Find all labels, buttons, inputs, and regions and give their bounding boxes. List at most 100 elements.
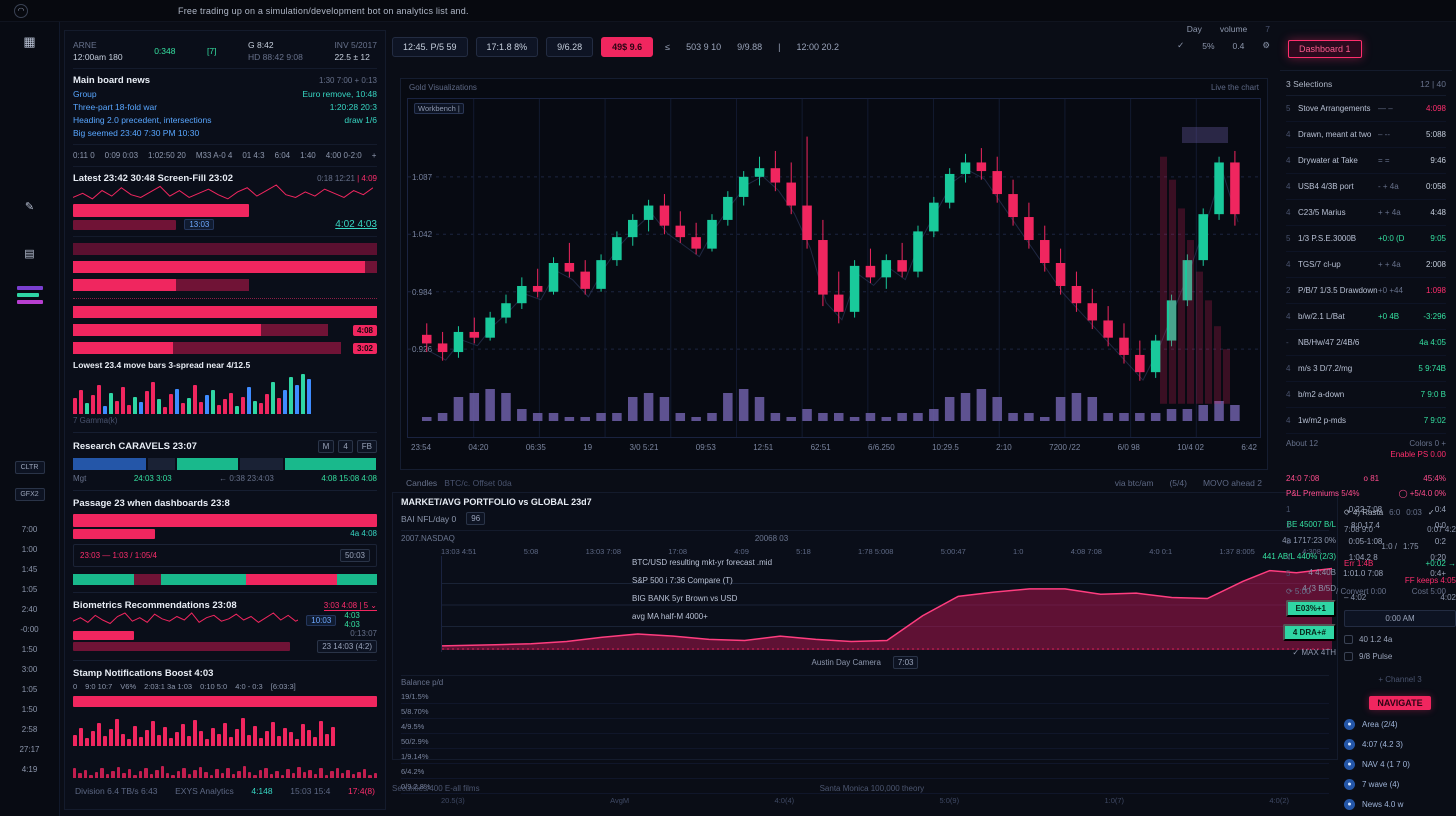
news-right-link[interactable]: 1:20:28 20:3	[329, 102, 377, 112]
balance-row[interactable]: 1/9.14%	[401, 749, 1329, 764]
portfolio-chip[interactable]: 96	[466, 512, 486, 525]
watchlist-row[interactable]: 4 C23/5 Marius + + 4a 4:48	[1286, 200, 1446, 226]
hist-bar	[145, 730, 149, 746]
range-7[interactable]: 7	[1265, 24, 1270, 34]
stamp-meta: 9:0 10:7	[85, 682, 113, 691]
watchlist-row[interactable]: 4 TGS/7 cl-up + + 4a 2:008	[1286, 252, 1446, 278]
nav-item[interactable]: ● Area (2/4)	[1344, 719, 1456, 730]
row-mid: + + 4a	[1378, 260, 1401, 269]
social-icon[interactable]: FB	[356, 440, 377, 453]
range-day[interactable]: Day	[1186, 24, 1202, 34]
watchlist-row[interactable]: 4 b/m2 a-down 7 9:0 B	[1286, 382, 1446, 408]
watchlist-row[interactable]: 4 1w/m2 p-mds 7 9:02	[1286, 408, 1446, 434]
watchlist-foot-1[interactable]: About 12	[1286, 439, 1319, 448]
time-input[interactable]: 0:00 AM	[1344, 610, 1456, 627]
footer-move[interactable]: MOVO ahead 2	[1202, 478, 1262, 488]
gear-icon[interactable]: ⚙	[1262, 40, 1270, 50]
passage-right-link[interactable]: 4a 4:08	[350, 528, 377, 538]
dashboard-button[interactable]: Dashboard 1	[1288, 40, 1362, 58]
navigate-badge[interactable]: NAVIGATE	[1369, 696, 1431, 710]
pnl-numbered-row[interactable]: 1 8:0 17.4 0:0	[1286, 521, 1446, 530]
rail-badge-2[interactable]: GFX2	[14, 488, 45, 501]
portfolio-index: 2007.NASDAQ	[401, 534, 455, 543]
nav-item[interactable]: ● News 4.0 w	[1344, 799, 1456, 810]
teal-button-1[interactable]: E03%+1	[1285, 600, 1336, 617]
live-label[interactable]: Live the chart	[1210, 83, 1259, 92]
max-check[interactable]: ✓ MAX 4TH	[1292, 648, 1336, 657]
toolbar-plain-1[interactable]: 503 9 10	[686, 42, 722, 52]
rail-badge-1[interactable]: CLTR	[14, 461, 45, 474]
balance-row[interactable]: 19/1.5%	[401, 689, 1329, 704]
hist-bar	[330, 771, 334, 778]
latest-right-link[interactable]: 4:02 4:03	[335, 219, 377, 230]
footer-candles[interactable]: Candles	[406, 478, 438, 488]
balance-row[interactable]: 0/9.2.8%	[401, 779, 1329, 794]
range-volume[interactable]: volume	[1219, 24, 1248, 34]
app-logo-icon[interactable]: ◠	[14, 3, 28, 18]
news-link[interactable]: Group	[73, 89, 97, 99]
toolbar-plain-3[interactable]: 12:00 20.2	[796, 42, 840, 52]
check-icon[interactable]: ✓	[1177, 40, 1185, 50]
news-link[interactable]: Three-part 18-fold war	[73, 102, 158, 112]
passage-detail-box[interactable]: 23:03 — 1:03 / 1:05/4 50:03	[73, 544, 377, 567]
news-right-link[interactable]: draw 1/6	[344, 115, 377, 125]
toolbar-button-3[interactable]: 9/6.28	[546, 37, 594, 57]
social-icon[interactable]: 4	[338, 440, 353, 453]
nav-item[interactable]: ● 4:07 (4.2 3)	[1344, 739, 1456, 750]
watchlist-row[interactable]: 4 b/w/2.1 L/Bat +0 4B -3:296	[1286, 304, 1446, 330]
checkbox-icon[interactable]	[1344, 652, 1353, 661]
news-link[interactable]: Big seemed 23:40 7:30 PM 10:30	[73, 128, 200, 138]
balance-row[interactable]: 5/8.70%	[401, 704, 1329, 719]
nav-item[interactable]: ● NAV 4 (1 7 0)	[1344, 759, 1456, 770]
enable-ps-link[interactable]: Enable PS 0.00	[1390, 450, 1446, 459]
checkbox-row-1[interactable]: 40 1.2 4a	[1344, 635, 1456, 644]
toolbar-arrow[interactable]: ≤	[665, 42, 671, 52]
checkbox-icon[interactable]	[1344, 635, 1353, 644]
legend-chip[interactable]: 7:03	[892, 656, 919, 669]
toolbar-button-1[interactable]: 12:45. P/5 59	[392, 37, 468, 57]
pnl-refresh[interactable]: ⟳ 5:00	[1286, 587, 1311, 596]
watchlist-foot-2[interactable]: Colors 0 +	[1409, 439, 1446, 448]
br-header[interactable]: ⟳ 4) Rasta	[1344, 508, 1384, 517]
candlestick-plot[interactable]: Workbench | 1.087 1.042 0.984 0.926	[407, 98, 1262, 438]
social-icon[interactable]: M	[317, 440, 335, 453]
watchlist-row[interactable]: 4 m/s 3 D/7.2/mg 5 9:74B	[1286, 356, 1446, 382]
balance-row[interactable]: 50/2.9%	[401, 734, 1329, 749]
channel-link[interactable]: + Channel 3	[1378, 675, 1422, 684]
chart-icon[interactable]: ▤	[24, 248, 35, 260]
footer-via[interactable]: via btc/am	[1114, 478, 1154, 488]
footer-item-teal[interactable]: 4:148	[251, 786, 273, 796]
pnl-numbered-row[interactable]: 5 1:01.0 7:08 0:4+	[1286, 569, 1446, 578]
bio-meta[interactable]: 3:03 4:08 | 5 ⌄	[323, 600, 377, 611]
watchlist-row[interactable]: 5 1/3 P.S.E.3000B +0:0 (D 9:05	[1286, 226, 1446, 252]
balance-row[interactable]: 6/4.2%	[401, 764, 1329, 779]
pnl-numbered-row[interactable]: 1 0:22 7:08 0:4	[1286, 505, 1446, 514]
toolbar-plain-2[interactable]: 9/9.88	[737, 42, 763, 52]
teal-button-2[interactable]: 4 DRA+#	[1282, 624, 1336, 641]
nav-item[interactable]: ● 7 wave (4)	[1344, 779, 1456, 790]
footer-interval[interactable]: (5/4)	[1169, 478, 1187, 488]
pnl-numbered-row[interactable]: 4 1:04.2 8 0:20	[1286, 553, 1446, 562]
bio-chip[interactable]: 23 14:03 (4:2)	[317, 640, 377, 653]
watchlist-row[interactable]: 4 Drawn, meant at two – -- 5:088	[1286, 122, 1446, 148]
grid-logo-icon[interactable]: ▦	[23, 34, 36, 49]
toolbar-button-2[interactable]: 17:1.8 8%	[475, 37, 539, 57]
watchlist-row[interactable]: 2 P/B/7 1/3.5 Drawdown +0 +44 1:098	[1286, 278, 1446, 304]
toolbar-button-active[interactable]: 49$ 9.6	[601, 37, 654, 57]
hist-bar	[235, 729, 239, 746]
news-link[interactable]: Heading 2.0 precedent, intersections	[73, 115, 212, 125]
row-name: Stove Arrangements	[1298, 104, 1371, 113]
pnl-convert[interactable]: / Convert 0:00	[1336, 587, 1387, 596]
watchlist-row[interactable]: - NB/Hw/47 2/4B/6 4a 4:05	[1286, 330, 1446, 356]
watchlist-row[interactable]: 4 Drywater at Take = = 9:46	[1286, 148, 1446, 174]
watchlist-row[interactable]: 4 USB4 4/3B port - + 4a 0:058	[1286, 174, 1446, 200]
watchlist-row[interactable]: 5 Stove Arrangements — – 4:098	[1286, 96, 1446, 122]
news-right-link[interactable]: Euro remove, 10:48	[302, 89, 377, 99]
area-chart[interactable]: BTC/USD resulting mkt-yr forecast .mid S&…	[441, 556, 1332, 652]
bx-tick: 1:37 8:005	[1219, 547, 1255, 556]
pen-icon[interactable]: ✎	[24, 201, 35, 213]
br-check-icon[interactable]: ✓	[1427, 508, 1435, 517]
checkbox-row-2[interactable]: 9/8 Pulse	[1344, 652, 1456, 661]
balance-row[interactable]: 4/9.5%	[401, 719, 1329, 734]
pnl-numbered-row[interactable]: 3 0:05-1:08 0:2	[1286, 537, 1446, 546]
